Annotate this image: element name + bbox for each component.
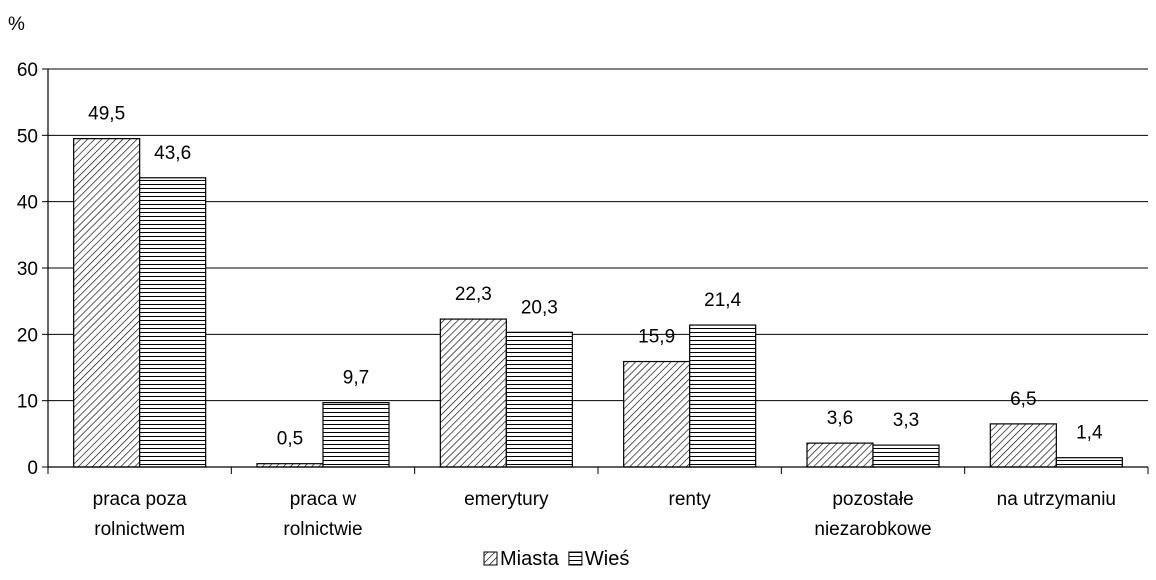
y-tick-label: 50: [17, 126, 38, 147]
data-label: 22,3: [455, 284, 492, 305]
data-label: 0,5: [277, 429, 303, 450]
bar-wieś-1: [323, 403, 389, 467]
data-label: 1,4: [1076, 423, 1103, 444]
data-label: 9,7: [343, 368, 369, 389]
y-tick-label: 30: [17, 259, 38, 280]
legend-label: Wieś: [585, 548, 629, 570]
bar-wieś-5: [1056, 458, 1122, 467]
data-label: 3,6: [827, 408, 853, 429]
category-label: rolnictwem: [94, 519, 185, 540]
y-tick-label: 40: [17, 193, 38, 214]
legend-label: Miasta: [500, 548, 560, 570]
data-label: 15,9: [638, 327, 675, 348]
bar-miasta-3: [624, 362, 690, 467]
bar-miasta-2: [440, 319, 506, 467]
category-label: praca w: [290, 489, 357, 510]
bar-wieś-3: [690, 325, 756, 467]
legend-swatch-wieś: [569, 552, 582, 565]
y-tick-label: 0: [27, 458, 38, 479]
category-label: praca poza: [93, 489, 187, 510]
data-labels: 49,5 43,6 0,5 9,7 22,3 20,3 15,9 21,4 3,6 3,3 6,5 1…: [88, 104, 1103, 450]
bar-wieś-0: [140, 178, 206, 467]
category-label: niezarobkowe: [814, 519, 931, 540]
bar-miasta-4: [807, 443, 873, 467]
data-label: 43,6: [154, 143, 191, 164]
bar-wieś-2: [506, 332, 572, 467]
y-axis-ticks: 0 10 20 30 40 50 60: [17, 60, 48, 479]
bar-miasta-0: [74, 139, 140, 467]
y-axis-unit-label: %: [8, 14, 25, 35]
category-label: emerytury: [464, 489, 549, 510]
data-label: 21,4: [704, 290, 741, 311]
category-labels: praca poza rolnictwem praca w rolnictwie eme…: [93, 489, 1116, 540]
y-tick-label: 60: [17, 60, 38, 81]
category-label: pozostałe: [832, 489, 913, 510]
data-label: 20,3: [521, 297, 558, 318]
y-tick-label: 10: [17, 392, 38, 413]
category-label: rolnictwie: [283, 519, 362, 540]
legend: Miasta Wieś: [484, 548, 629, 570]
bar-miasta-5: [990, 424, 1056, 467]
data-label: 3,3: [893, 410, 919, 431]
legend-swatch-miasta: [484, 552, 497, 565]
bars: [74, 139, 1123, 467]
axes: [48, 69, 1148, 474]
gridlines: [48, 69, 1148, 401]
bar-wieś-4: [873, 445, 939, 467]
category-label: na utrzymaniu: [997, 489, 1116, 510]
category-label: renty: [669, 489, 712, 510]
data-label: 49,5: [88, 104, 125, 125]
y-tick-label: 20: [17, 325, 38, 346]
data-label: 6,5: [1010, 389, 1036, 410]
